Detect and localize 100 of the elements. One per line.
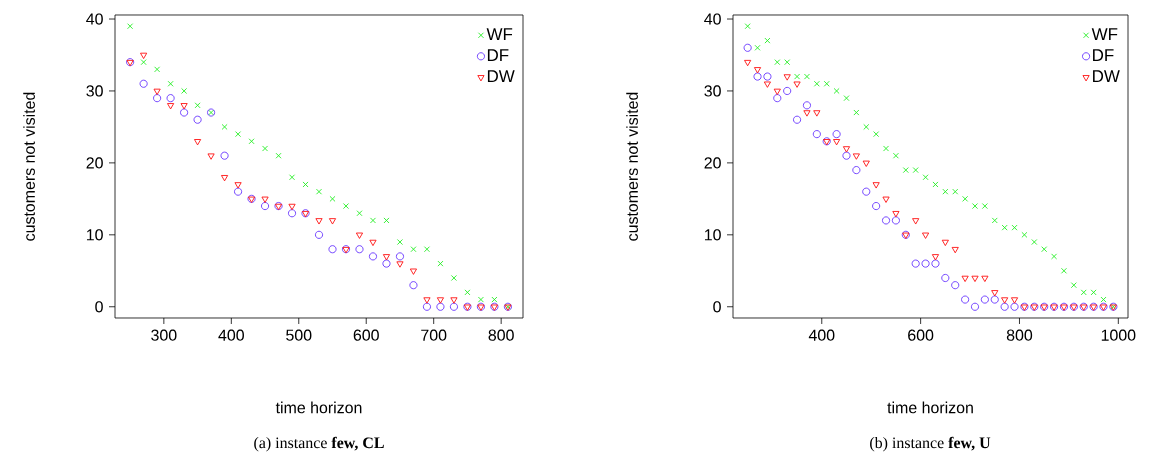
point — [328, 245, 337, 254]
y-tick-label: 0 — [713, 301, 721, 313]
point — [813, 80, 820, 87]
point — [449, 302, 458, 311]
point — [763, 81, 771, 88]
point — [154, 66, 161, 73]
y-tick-label: 30 — [86, 85, 103, 97]
point — [1041, 246, 1048, 253]
point — [912, 218, 920, 225]
point — [436, 302, 445, 311]
point — [823, 80, 830, 87]
x-tick-label: 400 — [218, 329, 244, 341]
point — [395, 252, 405, 261]
point — [803, 73, 810, 80]
legend-label: WF — [486, 28, 513, 40]
point — [140, 59, 147, 66]
point — [942, 188, 949, 195]
point — [813, 110, 821, 117]
point — [912, 167, 919, 174]
text: (b) instance few, U — [870, 436, 991, 452]
point — [852, 166, 861, 175]
point — [873, 131, 880, 138]
point — [328, 218, 337, 225]
legend-label: DF — [487, 49, 509, 61]
y-tick-label: 10 — [86, 229, 103, 241]
point — [743, 43, 752, 52]
point — [980, 295, 989, 304]
x-axis-title: time horizon — [275, 401, 362, 414]
point — [803, 110, 811, 117]
point — [784, 59, 791, 66]
point — [843, 95, 850, 102]
legend-label: WF — [1091, 28, 1118, 40]
point — [941, 239, 949, 247]
point — [314, 230, 324, 239]
point — [153, 94, 162, 103]
point — [194, 102, 201, 109]
point — [932, 181, 939, 188]
point — [260, 202, 270, 211]
x-axis-title: time horizon — [887, 401, 973, 414]
point — [234, 182, 242, 189]
point — [368, 252, 378, 261]
point — [951, 246, 959, 254]
point — [773, 94, 782, 103]
point — [450, 297, 458, 304]
y-tick-label: 40 — [86, 13, 103, 25]
y-tick-label: 40 — [704, 13, 721, 25]
point — [991, 290, 999, 297]
point — [355, 232, 364, 239]
point — [464, 289, 471, 296]
point — [153, 88, 161, 95]
point — [921, 259, 930, 268]
point — [922, 174, 929, 181]
y-tick-label: 20 — [704, 157, 721, 169]
point — [961, 275, 969, 283]
point — [181, 87, 188, 94]
point — [892, 211, 900, 218]
legend-label: DW — [487, 70, 515, 82]
y-tick-label: 10 — [704, 229, 721, 241]
point — [951, 281, 960, 290]
point — [872, 202, 881, 211]
point — [970, 302, 980, 311]
point — [931, 254, 940, 261]
point — [343, 203, 349, 210]
point — [355, 245, 364, 254]
point — [1001, 224, 1008, 231]
point — [450, 274, 457, 281]
point — [902, 167, 909, 174]
point — [167, 103, 175, 110]
point — [382, 259, 391, 268]
point — [812, 130, 821, 139]
y-tick-label: 0 — [95, 301, 103, 313]
x-tick-label: 800 — [488, 329, 514, 341]
point — [436, 297, 445, 304]
point — [1051, 253, 1058, 260]
text: (a) instance few, CL — [254, 436, 384, 452]
x-tick-label: 600 — [908, 329, 934, 341]
point — [194, 139, 202, 146]
point — [922, 232, 930, 239]
point — [1021, 231, 1028, 238]
point — [1010, 297, 1019, 304]
point — [802, 101, 811, 110]
point — [409, 268, 418, 275]
point — [315, 218, 323, 225]
point — [842, 151, 851, 160]
x-tick-label: 800 — [1006, 329, 1033, 341]
point — [316, 188, 323, 195]
point — [1060, 267, 1067, 274]
point — [383, 217, 390, 224]
point — [127, 23, 134, 30]
point — [288, 203, 296, 211]
point — [853, 109, 860, 116]
point — [753, 72, 762, 81]
point — [773, 88, 781, 95]
point — [1100, 296, 1107, 303]
point — [833, 139, 841, 146]
point — [962, 195, 969, 202]
point — [422, 302, 431, 311]
point — [369, 217, 376, 224]
point — [881, 216, 891, 225]
point — [437, 260, 444, 267]
